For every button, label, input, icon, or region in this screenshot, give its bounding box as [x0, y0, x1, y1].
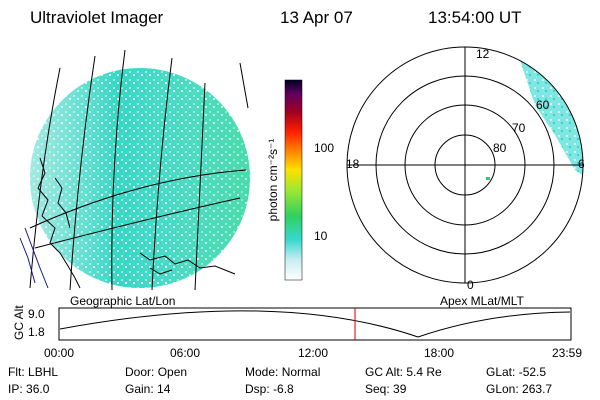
- mlt-label-0: 0: [467, 278, 474, 292]
- time-tick-2359: 23:59: [552, 346, 583, 360]
- date-label: 13 Apr 07: [280, 8, 353, 27]
- info-glat-label: GLat:: [486, 365, 516, 379]
- info-ip-value: 36.0: [26, 382, 50, 396]
- info-glon: GLon: 263.7: [486, 382, 552, 396]
- info-gcalt-value: 5.4 Re: [406, 365, 442, 379]
- mlt-label-6: 6: [578, 157, 585, 171]
- time-tick-0600: 06:00: [170, 346, 201, 360]
- info-door-label: Door:: [125, 365, 155, 379]
- info-ip: IP: 36.0: [8, 382, 49, 396]
- colorbar-tick-100: 100: [314, 141, 335, 155]
- colorbar-label-text: photon cm⁻²s⁻¹: [266, 138, 280, 222]
- info-glon-label: GLon:: [486, 382, 519, 396]
- polar-plot: [346, 46, 584, 284]
- info-mode-value: Normal: [281, 365, 321, 379]
- mlt-label-18: 18: [346, 157, 360, 171]
- info-glat: GLat: -52.5: [486, 365, 546, 379]
- altitude-plot: [58, 307, 572, 341]
- info-mode: Mode: Normal: [245, 365, 320, 379]
- info-dsp-value: -6.8: [273, 382, 294, 396]
- info-gain: Gain: 14: [125, 382, 170, 396]
- colorbar-tick-10: 10: [314, 229, 328, 243]
- instrument-title: Ultraviolet Imager: [30, 8, 164, 27]
- info-seq-label: Seq:: [365, 382, 390, 396]
- caption-geographic: Geographic Lat/Lon: [70, 294, 176, 308]
- colorbar: [284, 79, 303, 281]
- geographic-image: [19, 49, 250, 290]
- info-flt: Flt: LBHL: [8, 365, 58, 379]
- time-tick-1800: 18:00: [424, 346, 455, 360]
- info-mode-label: Mode:: [245, 365, 279, 379]
- lat-label-70: 70: [512, 121, 526, 135]
- info-flt-label: Flt:: [8, 365, 25, 379]
- info-gain-label: Gain:: [125, 382, 154, 396]
- info-dsp: Dsp: -6.8: [245, 382, 294, 396]
- lat-label-80: 80: [493, 141, 507, 155]
- time-tick-0000: 00:00: [44, 346, 75, 360]
- info-seq: Seq: 39: [365, 382, 406, 396]
- info-flt-value: LBHL: [28, 365, 59, 379]
- info-door: Door: Open: [125, 365, 187, 379]
- info-ip-label: IP:: [8, 382, 23, 396]
- info-seq-value: 39: [393, 382, 407, 396]
- mlt-label-12: 12: [476, 47, 490, 61]
- caption-apex: Apex MLat/MLT: [440, 294, 524, 308]
- info-gcalt: GC Alt: 5.4 Re: [365, 365, 442, 379]
- lat-label-60: 60: [536, 98, 550, 112]
- altitude-ytick-top: 9.0: [28, 307, 45, 321]
- time-tick-1200: 12:00: [298, 346, 329, 360]
- info-glon-value: 263.7: [522, 382, 553, 396]
- altitude-ytick-bottom: 1.8: [28, 325, 45, 339]
- time-label: 13:54:00 UT: [428, 8, 522, 27]
- info-glat-value: -52.5: [518, 365, 547, 379]
- info-gain-value: 14: [157, 382, 171, 396]
- info-dsp-label: Dsp:: [245, 382, 270, 396]
- info-gcalt-label: GC Alt:: [365, 365, 404, 379]
- info-door-value: Open: [157, 365, 188, 379]
- altitude-ylabel: GC Alt: [12, 305, 26, 340]
